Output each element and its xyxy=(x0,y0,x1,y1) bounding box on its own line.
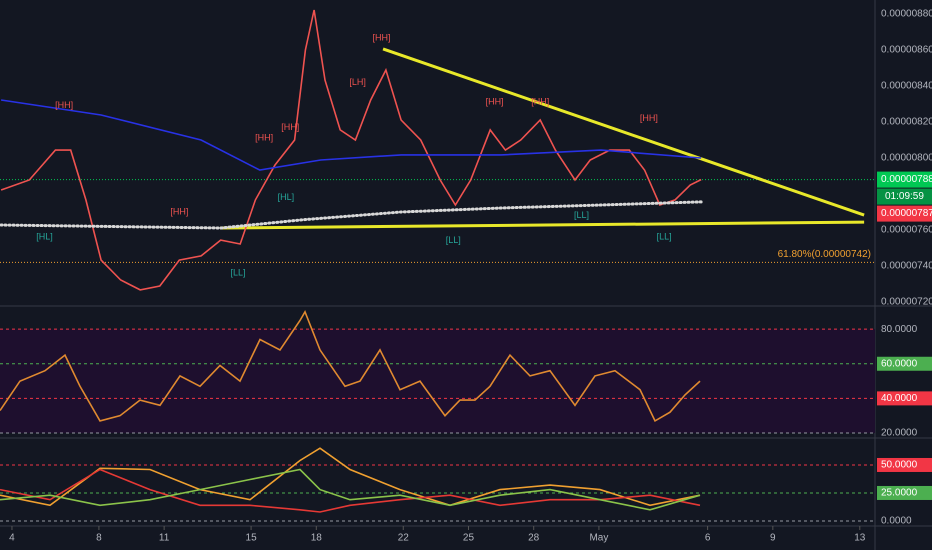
y-tick-label: 60.0000 xyxy=(881,358,918,369)
x-tick-label: 18 xyxy=(311,533,323,544)
x-tick-label: May xyxy=(589,533,608,544)
pivot-label: [LL] xyxy=(446,235,461,245)
x-tick-label: 28 xyxy=(528,533,540,544)
level-label-box xyxy=(877,485,932,500)
y-tick-label: 0.00000860 xyxy=(881,45,932,56)
y-tick-label: 0.00000800 xyxy=(881,153,932,164)
x-tick-label: 8 xyxy=(96,533,102,544)
pivot-label: [HH] xyxy=(373,32,391,42)
series-line xyxy=(0,200,703,230)
rsi-band xyxy=(0,329,875,434)
x-tick-label: 11 xyxy=(159,533,170,544)
y-tick-label: 80.0000 xyxy=(881,324,918,335)
y-tick-label: 0.00000740 xyxy=(881,261,932,272)
series-line xyxy=(0,468,701,511)
y-tick-label: 20.0000 xyxy=(881,428,918,439)
series-line xyxy=(0,9,702,291)
x-tick-label: 13 xyxy=(854,533,866,544)
pivot-label: [HH] xyxy=(486,97,504,107)
price-box-label: 0.00000788 xyxy=(881,174,932,185)
price-box xyxy=(877,205,932,222)
pivot-label: [LH] xyxy=(349,77,366,87)
y-tick-label: 25.0000 xyxy=(881,488,918,499)
level-label-box xyxy=(877,391,932,406)
fib-label: 61.80%(0.00000742) xyxy=(778,249,871,260)
trendline xyxy=(219,220,865,230)
countdown: 01:09:59 xyxy=(885,191,924,202)
series-line xyxy=(0,447,701,507)
price-box xyxy=(877,171,932,188)
pivot-label: [HH] xyxy=(170,206,188,216)
pivot-label: [LL] xyxy=(231,268,246,278)
pivot-label: [HH] xyxy=(281,122,299,132)
x-tick-label: 22 xyxy=(398,533,410,544)
pivot-label: [LL] xyxy=(657,232,672,242)
pivot-label: [HH] xyxy=(640,113,658,123)
y-tick-label: 40.0000 xyxy=(881,393,918,404)
x-tick-label: 15 xyxy=(246,533,258,544)
countdown-box xyxy=(877,188,932,205)
level-label-box xyxy=(877,356,932,371)
pivot-label: [LL] xyxy=(574,210,589,220)
pivot-label: [HH] xyxy=(55,100,73,110)
series-line xyxy=(0,99,702,171)
series-line xyxy=(0,309,701,423)
pivot-label: [HH] xyxy=(531,97,549,107)
pivot-label: [HH] xyxy=(255,133,273,143)
price-box-label: 0.00000787 xyxy=(881,208,932,219)
y-tick-label: 0.00000720 xyxy=(881,297,932,308)
x-tick-label: 25 xyxy=(463,533,475,544)
x-tick-label: 4 xyxy=(9,533,15,544)
y-tick-label: 0.00000820 xyxy=(881,117,932,128)
pivot-label: [HL] xyxy=(36,232,53,242)
y-tick-label: 0.00000760 xyxy=(881,225,932,236)
x-tick-label: 6 xyxy=(705,533,711,544)
y-tick-label: 50.0000 xyxy=(881,460,918,471)
y-tick-label: 0.00000840 xyxy=(881,81,932,92)
x-tick-label: 9 xyxy=(770,533,776,544)
level-label-box xyxy=(877,457,932,472)
y-tick-label: 0.0000 xyxy=(881,516,912,527)
trendline xyxy=(382,47,865,217)
y-tick-label: 0.00000880 xyxy=(881,9,932,20)
series-line xyxy=(0,468,701,513)
pivot-label: [HL] xyxy=(278,192,295,202)
